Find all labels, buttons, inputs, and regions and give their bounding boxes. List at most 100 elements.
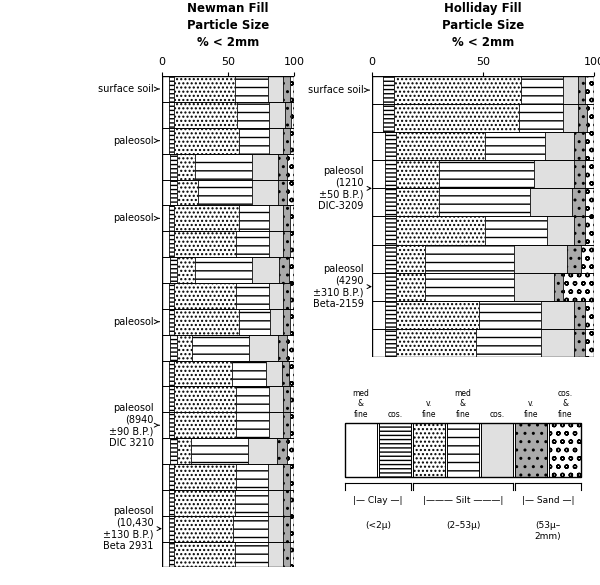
Bar: [383, 104, 394, 132]
Bar: [269, 387, 283, 412]
Bar: [574, 132, 585, 160]
Bar: [248, 438, 277, 464]
Bar: [169, 76, 174, 102]
Bar: [170, 438, 176, 464]
Bar: [268, 490, 283, 516]
Bar: [585, 76, 594, 104]
Bar: [176, 180, 197, 205]
Bar: [290, 516, 294, 542]
Bar: [162, 335, 170, 360]
Bar: [268, 76, 283, 102]
Bar: [162, 231, 169, 257]
Bar: [372, 273, 385, 301]
Bar: [169, 309, 174, 335]
Bar: [521, 76, 563, 104]
Bar: [233, 516, 268, 542]
Bar: [278, 154, 287, 180]
Bar: [397, 216, 485, 245]
Bar: [425, 245, 514, 273]
Text: |——— Silt ———|: |——— Silt ———|: [423, 496, 503, 505]
Bar: [162, 516, 169, 542]
Bar: [176, 154, 195, 180]
Bar: [249, 335, 278, 360]
Bar: [170, 180, 176, 205]
Text: (<2μ): (<2μ): [365, 521, 391, 530]
Bar: [283, 309, 290, 335]
Bar: [397, 245, 425, 273]
Bar: [485, 132, 545, 160]
Bar: [530, 188, 572, 216]
Text: surface soil: surface soil: [308, 85, 369, 95]
Bar: [193, 335, 249, 360]
Bar: [446, 423, 479, 477]
Bar: [162, 490, 169, 516]
Bar: [372, 104, 383, 132]
Bar: [287, 438, 294, 464]
Bar: [236, 464, 268, 490]
Bar: [372, 76, 383, 104]
Bar: [413, 423, 445, 477]
Bar: [283, 516, 290, 542]
Bar: [290, 464, 294, 490]
Bar: [397, 273, 425, 301]
Bar: [425, 273, 514, 301]
Bar: [162, 542, 169, 567]
Bar: [287, 335, 294, 360]
Text: cos.: cos.: [388, 410, 403, 419]
Bar: [235, 490, 268, 516]
Bar: [563, 273, 594, 301]
Text: v.
fine: v. fine: [524, 400, 538, 419]
Bar: [174, 490, 235, 516]
Bar: [554, 273, 563, 301]
Bar: [518, 104, 563, 132]
Bar: [385, 329, 397, 357]
Bar: [268, 464, 283, 490]
Bar: [383, 76, 394, 104]
Bar: [169, 464, 174, 490]
Bar: [174, 516, 233, 542]
Bar: [269, 102, 285, 128]
Bar: [170, 154, 176, 180]
Text: paleosol: paleosol: [113, 136, 159, 146]
Bar: [169, 490, 174, 516]
Bar: [585, 132, 594, 160]
Text: cos.
&
fine: cos. & fine: [557, 389, 572, 419]
Bar: [280, 257, 289, 283]
Bar: [282, 360, 289, 387]
Bar: [162, 257, 170, 283]
Bar: [162, 438, 170, 464]
Bar: [266, 360, 282, 387]
Bar: [283, 76, 290, 102]
Title: Newman Fill
Particle Size
% < 2mm: Newman Fill Particle Size % < 2mm: [187, 2, 269, 49]
Bar: [169, 128, 174, 154]
Bar: [290, 231, 294, 257]
Bar: [283, 128, 290, 154]
Bar: [514, 245, 568, 273]
Text: paleosol
(1210
±50 B.P.)
DIC-3209: paleosol (1210 ±50 B.P.) DIC-3209: [318, 166, 371, 211]
Bar: [162, 412, 169, 438]
Bar: [541, 329, 574, 357]
Bar: [252, 154, 278, 180]
Bar: [397, 132, 485, 160]
Bar: [174, 542, 235, 567]
Bar: [162, 205, 169, 231]
Bar: [252, 257, 280, 283]
Bar: [162, 128, 169, 154]
Bar: [170, 257, 176, 283]
Bar: [287, 180, 294, 205]
Bar: [174, 309, 239, 335]
Bar: [574, 301, 585, 329]
Bar: [344, 423, 377, 477]
Bar: [585, 160, 594, 188]
Bar: [289, 257, 294, 283]
Text: paleosol: paleosol: [113, 214, 159, 223]
Bar: [162, 387, 169, 412]
Bar: [169, 387, 174, 412]
Bar: [169, 360, 174, 387]
Bar: [237, 102, 269, 128]
Text: (53μ–
2mm): (53μ– 2mm): [535, 521, 562, 541]
Bar: [479, 301, 541, 329]
Bar: [574, 216, 585, 245]
Bar: [169, 102, 174, 128]
Bar: [534, 160, 574, 188]
